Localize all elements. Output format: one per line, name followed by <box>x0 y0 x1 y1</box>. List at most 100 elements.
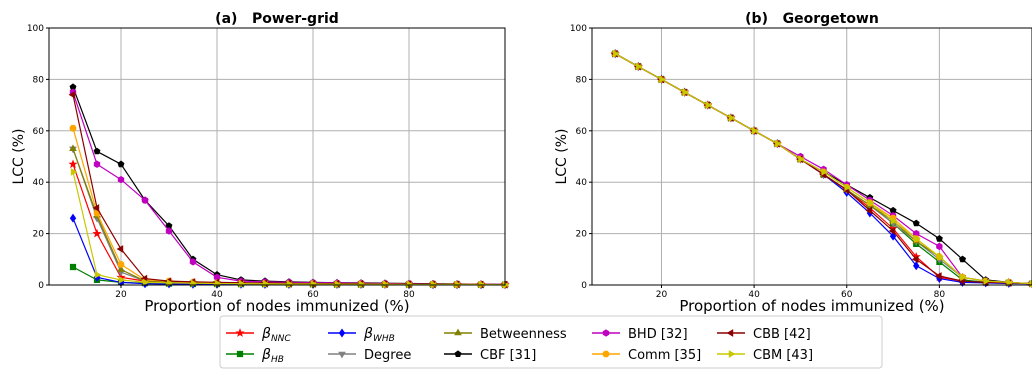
data-point <box>682 88 690 97</box>
data-point <box>775 139 782 148</box>
series-bhd-32- <box>69 88 509 289</box>
data-point <box>69 263 77 271</box>
legend-entry: βWHB <box>328 326 395 344</box>
x-tick-label: 20 <box>115 290 127 300</box>
legend-marker <box>454 328 462 336</box>
series-cbf-31- <box>69 83 509 288</box>
chart-panel-a: 20 40 60 80 0 20 40 60 80 100 (a) Power-grid Propor… <box>11 11 510 315</box>
legend-label: Betweenness <box>480 327 567 342</box>
x-tick-label: 80 <box>403 290 415 300</box>
y-tick-label: 20 <box>576 230 588 240</box>
y-tick-label: 0 <box>38 281 44 291</box>
y-tick-label: 100 <box>570 24 587 34</box>
y-tick-label: 60 <box>33 127 45 137</box>
data-point <box>69 124 77 132</box>
series-line <box>72 148 506 286</box>
chart-title: (a) Power-grid <box>215 11 339 27</box>
data-point <box>890 216 898 225</box>
legend-label: BHD [32] <box>628 327 688 342</box>
legend-marker <box>728 350 736 358</box>
data-point <box>93 147 101 155</box>
legend-label-base: β <box>363 326 373 342</box>
data-point <box>636 62 643 71</box>
legend-label-subscript: WHB <box>373 334 395 344</box>
y-tick-label: 60 <box>576 127 588 137</box>
data-point <box>92 204 100 212</box>
legend-entry: Degree <box>328 348 411 363</box>
data-point <box>189 258 197 266</box>
data-point <box>867 198 875 207</box>
series--nnc <box>68 159 510 289</box>
data-point <box>118 276 126 284</box>
data-point <box>334 280 342 289</box>
series-line <box>72 128 506 286</box>
data-point <box>68 90 76 99</box>
legend-label: CBM [43] <box>753 348 813 363</box>
data-point <box>116 245 124 253</box>
x-tick-label: 40 <box>211 290 223 300</box>
y-tick-label: 40 <box>33 178 45 188</box>
y-axis-label: LCC (%) <box>11 128 27 184</box>
x-axis-label: Proportion of nodes immunized (%) <box>679 297 944 315</box>
data-point <box>142 278 150 287</box>
data-point <box>935 272 942 280</box>
x-tick-label: 20 <box>656 290 668 300</box>
legend-marker <box>338 351 346 359</box>
legend-marker <box>236 350 244 358</box>
series-comm-35- <box>69 124 509 289</box>
data-point <box>937 252 944 261</box>
data-point <box>983 277 991 285</box>
legend-marker <box>726 329 734 337</box>
data-point <box>69 144 77 151</box>
series-cbm-43- <box>612 49 1032 288</box>
data-point <box>612 49 620 58</box>
data-point <box>913 261 920 271</box>
chart-panels: 20 40 60 80 0 20 40 60 80 100 (a) Power-grid Propor… <box>11 11 1032 315</box>
legend-entry: Comm [35] <box>592 348 701 363</box>
data-point <box>911 255 919 264</box>
legend-entry: CBF [31] <box>444 348 536 363</box>
x-tick-label: 60 <box>307 290 319 300</box>
legend-label: βWHB <box>363 326 395 344</box>
data-point <box>728 114 736 122</box>
chart-panel-b: 20 40 60 80 0 20 40 60 80 100 (b) Georgetown Propor… <box>554 11 1032 315</box>
data-point <box>117 261 125 268</box>
legend-entry: βHB <box>226 347 284 365</box>
y-tick-label: 80 <box>33 75 45 85</box>
data-point <box>1006 278 1014 287</box>
data-point <box>117 160 125 168</box>
data-point <box>751 126 759 135</box>
legend-marker <box>235 328 245 337</box>
legend-label: Comm [35] <box>628 348 701 363</box>
series-cbb-42- <box>68 90 508 289</box>
data-point <box>68 159 78 169</box>
legend-label: Degree <box>364 348 411 363</box>
series-line <box>72 86 506 286</box>
y-axis-label: LCC (%) <box>554 128 570 184</box>
data-point <box>936 242 943 251</box>
data-point <box>286 280 294 288</box>
series-line <box>72 148 506 286</box>
series-cbm-43- <box>70 168 510 289</box>
data-point <box>92 228 102 238</box>
legend-label-base: β <box>261 347 271 363</box>
legend-label-subscript: NNC <box>271 334 291 344</box>
legend-entry: CBB [42] <box>717 327 811 342</box>
data-point <box>959 255 967 263</box>
x-axis-label: Proportion of nodes immunized (%) <box>144 297 409 315</box>
data-point <box>165 227 173 235</box>
x-tick-label: 80 <box>934 290 946 300</box>
legend-entry: CBM [43] <box>717 348 813 363</box>
data-point <box>960 273 967 282</box>
data-point <box>912 219 920 227</box>
legend-marker <box>602 329 610 337</box>
data-point <box>93 160 101 168</box>
data-point <box>659 75 666 84</box>
data-point <box>117 265 125 272</box>
series-betweenness <box>69 144 509 287</box>
legend: βNNC βWHB Betweenness BHD [32] CBB [42]βHB De… <box>219 315 883 369</box>
legend-entry: βNNC <box>226 326 291 344</box>
data-point <box>117 175 125 184</box>
data-point <box>70 168 78 176</box>
